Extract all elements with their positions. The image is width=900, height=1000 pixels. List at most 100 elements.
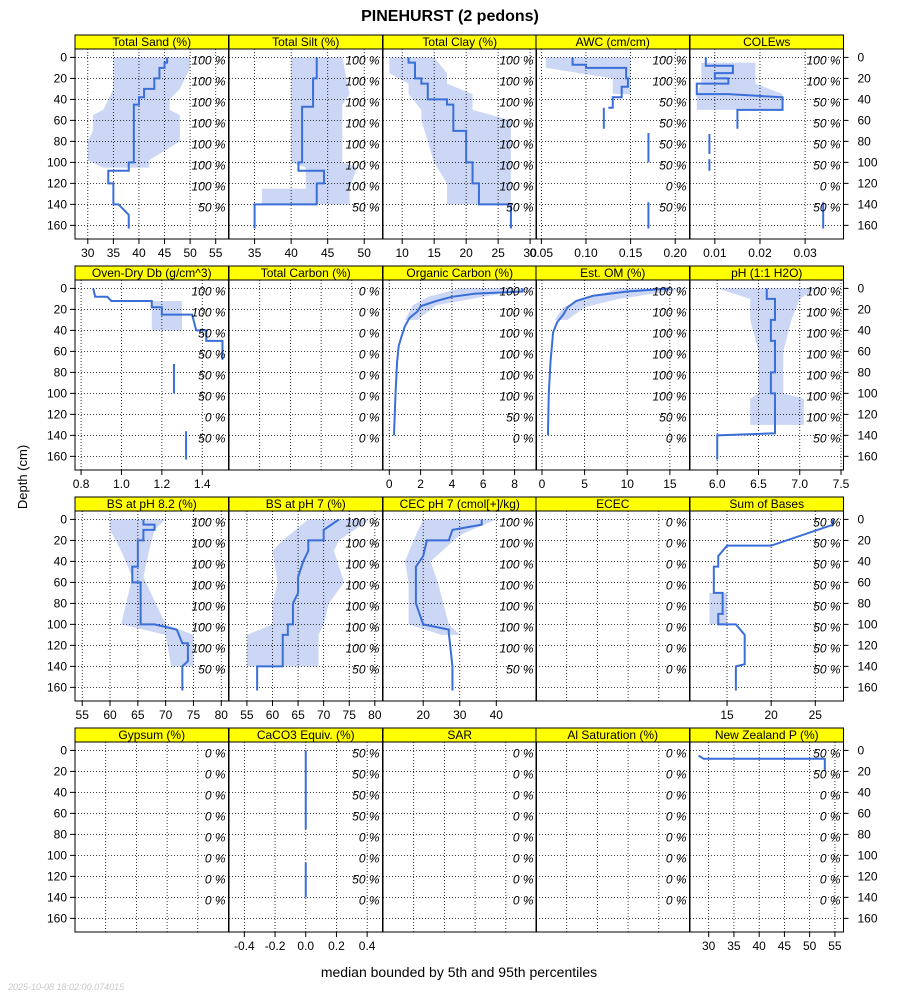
y-tick-label: 40 — [54, 323, 68, 337]
coverage-label: 100 % — [345, 180, 379, 194]
x-tick-label: 0.2 — [328, 939, 345, 953]
coverage-label: 50 % — [813, 117, 841, 131]
x-tick-label: 10 — [396, 246, 410, 260]
coverage-label: 0 % — [205, 894, 226, 908]
coverage-label: 50 % — [813, 642, 841, 656]
y-tick-label: 0 — [858, 743, 865, 757]
y-tick-label: 120 — [858, 407, 878, 421]
x-tick-label: 60 — [103, 708, 117, 722]
y-tick-label: 120 — [858, 176, 878, 190]
coverage-label: 0 % — [513, 747, 534, 761]
x-tick-label: 35 — [107, 246, 121, 260]
coverage-label: 0 % — [513, 768, 534, 782]
coverage-label: 100 % — [499, 159, 533, 173]
panel: pH (1:1 H2O) 100 % 100 % 100 % 100 % 100 % 100… — [689, 265, 878, 491]
coverage-label: 100 % — [806, 285, 840, 299]
y-tick-label: 120 — [47, 869, 67, 883]
coverage-label: 0 % — [513, 789, 534, 803]
coverage-label: 100 % — [345, 54, 379, 68]
x-tick-label: 75 — [343, 708, 357, 722]
coverage-label: 0 % — [820, 810, 841, 824]
median-line — [256, 518, 340, 691]
panel-title: Total Silt (%) — [272, 35, 339, 49]
panel: Total Silt (%) 100 % 100 % 100 % 100 % 100 % 1… — [228, 34, 383, 260]
y-tick-label: 100 — [47, 848, 67, 862]
coverage-label: 50 % — [352, 810, 380, 824]
coverage-label: 0 % — [359, 852, 380, 866]
coverage-label: 0 % — [666, 180, 687, 194]
median-line — [712, 519, 834, 691]
panel-title: New Zealand P (%) — [715, 728, 819, 742]
coverage-label: 0 % — [820, 180, 841, 194]
y-tick-label: 140 — [47, 428, 67, 442]
panel: Total Clay (%)100 %100 %100 %100 %100 %1… — [382, 34, 537, 260]
y-tick-label: 160 — [858, 449, 878, 463]
coverage-label: 50 % — [813, 516, 841, 530]
y-tick-label: 80 — [54, 365, 68, 379]
y-tick-label: 0 — [60, 512, 67, 526]
coverage-label: 50 % — [659, 159, 687, 173]
coverage-label: 0 % — [666, 852, 687, 866]
panel: Organic Carbon (%) 100 % 100 % 100 % 100 % 10… — [382, 265, 537, 491]
x-tick-label: 55 — [209, 246, 223, 260]
coverage-label: 100 % — [499, 348, 533, 362]
panel-title: SAR — [447, 728, 472, 742]
panel: Al Saturation (%) 0 % 0 % 0 % 0 % 0 % 0 % 0 % 0 … — [535, 727, 690, 933]
y-tick-label: 80 — [54, 827, 68, 841]
coverage-label: 100 % — [191, 138, 225, 152]
y-tick-label: 80 — [54, 134, 68, 148]
coverage-label: 100 % — [345, 117, 379, 131]
coverage-label: 50 % — [352, 768, 380, 782]
coverage-label: 100 % — [806, 411, 840, 425]
percentile-band — [717, 288, 817, 425]
median-line — [253, 57, 326, 229]
y-tick-label: 120 — [858, 869, 878, 883]
coverage-label: 50 % — [813, 579, 841, 593]
y-tick-label: 80 — [858, 596, 872, 610]
panel-title: COLEws — [743, 35, 790, 49]
coverage-label: 0 % — [359, 432, 380, 446]
y-tick-label: 20 — [54, 302, 68, 316]
coverage-label: 100 % — [499, 306, 533, 320]
y-tick-label: 20 — [54, 533, 68, 547]
y-tick-label: 160 — [47, 911, 67, 925]
x-tick-label: 30 — [453, 708, 467, 722]
coverage-label: 50 % — [813, 432, 841, 446]
coverage-label: 50 % — [813, 201, 841, 215]
y-tick-label: 0 — [60, 743, 67, 757]
panel: ECEC 0 % 0 % 0 % 0 % 0 % 0 % 0 % 0 % — [535, 496, 690, 702]
x-tick-label: 0.8 — [73, 477, 90, 491]
figure-title: PINEHURST (2 pedons) — [361, 8, 539, 25]
coverage-label: 50 % — [352, 201, 380, 215]
median-line — [546, 287, 670, 436]
y-tick-label: 100 — [858, 155, 878, 169]
coverage-label: 0 % — [666, 558, 687, 572]
median-line — [131, 519, 189, 691]
y-tick-label: 60 — [54, 806, 68, 820]
coverage-label: 100 % — [345, 96, 379, 110]
coverage-label: 100 % — [652, 306, 686, 320]
y-tick-label: 160 — [47, 449, 67, 463]
coverage-label: 50 % — [198, 432, 226, 446]
panel: Total Sand (%)100 %100 %100 %100 %100 %1… — [47, 34, 229, 260]
coverage-label: 50 % — [506, 411, 534, 425]
coverage-label: 0 % — [666, 600, 687, 614]
coverage-label: 50 % — [813, 663, 841, 677]
coverage-label: 100 % — [499, 369, 533, 383]
y-tick-label: 20 — [858, 71, 872, 85]
y-tick-label: 60 — [54, 575, 68, 589]
y-tick-label: 140 — [858, 659, 878, 673]
coverage-label: 0 % — [359, 348, 380, 362]
coverage-label: 0 % — [359, 411, 380, 425]
x-tick-label: 0.03 — [793, 246, 817, 260]
y-tick-label: 0 — [60, 281, 67, 295]
coverage-label: 100 % — [806, 306, 840, 320]
panel: BS at pH 7 (%) 100 % 100 % 100 % 100 % 100 % 1… — [228, 496, 383, 722]
coverage-label: 0 % — [513, 873, 534, 887]
panel-title: Est. OM (%) — [580, 266, 645, 280]
coverage-label: 50 % — [198, 663, 226, 677]
panel-title: CEC pH 7 (cmol[+]/kg) — [400, 497, 520, 511]
coverage-label: 50 % — [352, 789, 380, 803]
coverage-label: 50 % — [813, 537, 841, 551]
